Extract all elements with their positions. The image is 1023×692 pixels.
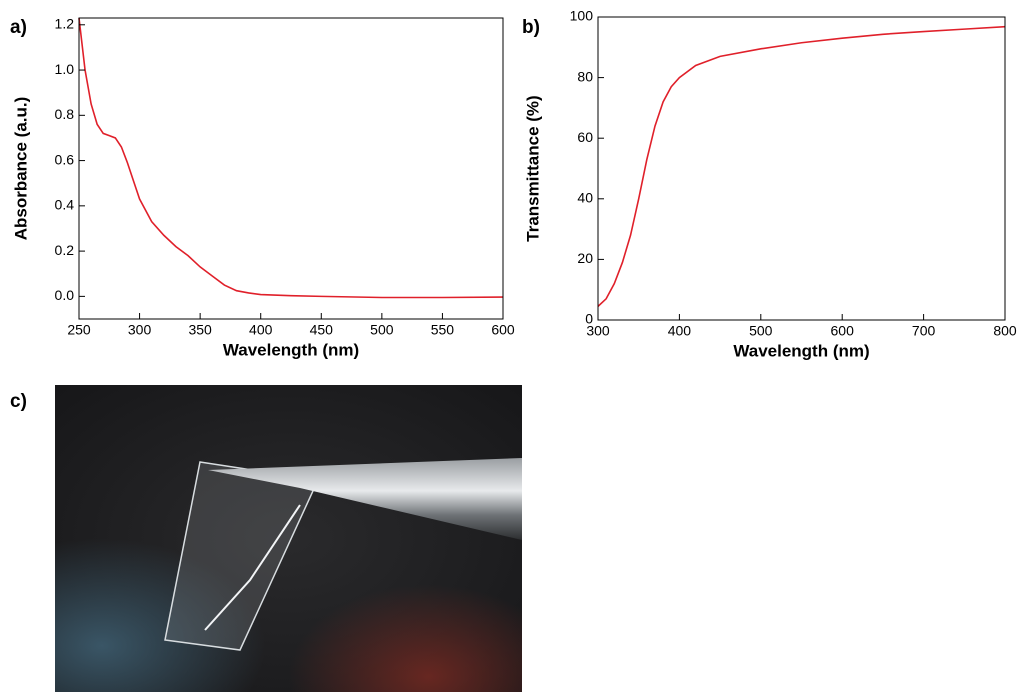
x-tick-label: 700 <box>912 323 936 339</box>
x-tick-label: 450 <box>310 322 334 338</box>
panel-label: b) <box>522 17 540 38</box>
x-tick-label: 550 <box>431 322 455 338</box>
y-axis-label: Transmittance (%) <box>523 95 542 241</box>
y-tick-label: 0.6 <box>55 151 75 167</box>
y-tick-label: 0 <box>585 311 593 327</box>
data-line <box>597 25 1006 307</box>
y-tick-label: 1.0 <box>55 61 75 77</box>
plot-frame <box>597 16 1006 321</box>
data-line <box>78 17 504 299</box>
y-tick-label: 0.8 <box>55 106 75 122</box>
film-highlight <box>204 504 301 631</box>
photo-glow <box>55 385 522 692</box>
x-tick-label: 600 <box>491 322 515 338</box>
y-axis-label: Absorbance (a.u.) <box>11 97 30 241</box>
x-tick-label: 500 <box>749 323 773 339</box>
x-tick-label: 800 <box>993 323 1017 339</box>
y-tick-label: 0.2 <box>55 242 75 258</box>
y-tick-label: 40 <box>577 190 593 206</box>
x-axis-label: Wavelength (nm) <box>223 340 359 359</box>
plot-frame <box>78 17 504 320</box>
x-tick-label: 400 <box>668 323 692 339</box>
panel-label: a) <box>10 17 27 38</box>
panel-label: c) <box>10 391 27 412</box>
y-tick-label: 1.2 <box>55 15 75 31</box>
x-tick-label: 500 <box>370 322 394 338</box>
photo <box>55 385 522 692</box>
x-tick-label: 350 <box>188 322 212 338</box>
x-tick-label: 250 <box>67 322 91 338</box>
y-tick-label: 20 <box>577 250 593 266</box>
tweezers <box>208 458 522 540</box>
x-tick-label: 300 <box>586 323 610 339</box>
x-tick-label: 400 <box>249 322 273 338</box>
x-tick-label: 600 <box>831 323 855 339</box>
y-tick-label: 0.4 <box>55 197 75 213</box>
x-tick-label: 300 <box>128 322 152 338</box>
y-tick-label: 60 <box>577 129 593 145</box>
x-axis-label: Wavelength (nm) <box>733 341 869 360</box>
y-tick-label: 100 <box>570 8 594 24</box>
y-tick-label: 0.0 <box>55 287 75 303</box>
y-tick-label: 80 <box>577 68 593 84</box>
